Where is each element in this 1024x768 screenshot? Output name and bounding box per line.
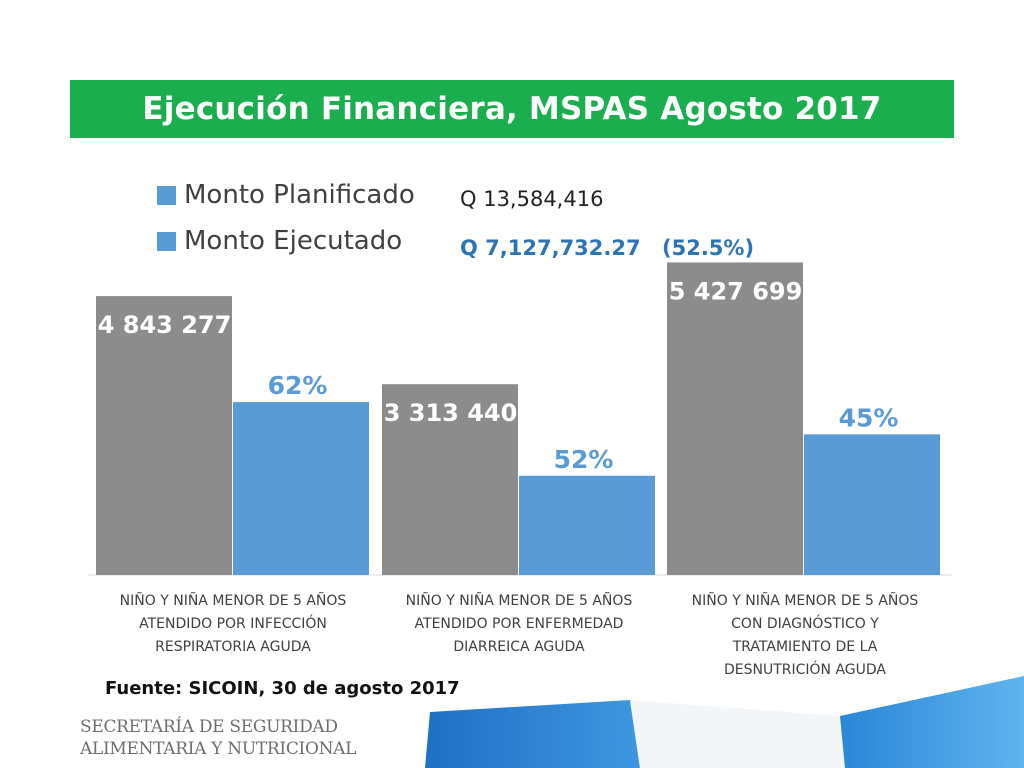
value-label-planned-3: 5 427 699: [669, 277, 803, 305]
bar-executed-1: [233, 402, 369, 575]
page-title: Ejecución Financiera, MSPAS Agosto 2017: [142, 91, 882, 127]
x-axis-label-line: RESPIRATORIA AGUDA: [155, 639, 311, 655]
legend-item-executed: Monto Ejecutado: [157, 226, 402, 256]
x-axis-label-line: ATENDIDO POR ENFERMEDAD: [414, 616, 624, 632]
x-axis-label-2: NIÑO Y NIÑA MENOR DE 5 AÑOS ATENDIDO POR …: [384, 590, 654, 659]
executed-amount: Q 7,127,732.27: [460, 236, 641, 260]
planned-amount: Q 13,584,416: [460, 187, 604, 211]
x-axis-label-line: NIÑO Y NIÑA MENOR DE 5 AÑOS: [691, 593, 919, 609]
institution-logo: SECRETARÍA DE SEGURIDAD ALIMENTARIA Y NU…: [80, 716, 356, 760]
x-axis-label-line: TRATAMIENTO DE LA: [732, 639, 878, 655]
executed-percentage: (52.5%): [662, 236, 755, 260]
x-axis-label-line: NIÑO Y NIÑA MENOR DE 5 AÑOS: [119, 593, 347, 609]
value-label-executed-3: 45%: [839, 403, 899, 432]
bar-executed-3: [804, 434, 940, 575]
legend-item-planned: Monto Planificado: [157, 180, 415, 210]
logo-line-1: SECRETARÍA DE SEGURIDAD: [80, 717, 338, 737]
value-label-planned-1: 4 843 277: [98, 311, 232, 339]
x-axis-label-1: NIÑO Y NIÑA MENOR DE 5 AÑOS ATENDIDO POR …: [98, 590, 368, 659]
x-axis-label-line: CON DIAGNÓSTICO Y: [731, 616, 879, 632]
x-axis-label-line: ATENDIDO POR INFECCIÓN: [139, 616, 327, 632]
source-note: Fuente: SICOIN, 30 de agosto 2017: [105, 678, 460, 699]
legend-swatch-executed: [157, 231, 176, 251]
banner-right-blue: [840, 676, 1024, 768]
x-axis-label-line: DESNUTRICIÓN AGUDA: [723, 662, 887, 678]
x-axis-label-3: NIÑO Y NIÑA MENOR DE 5 AÑOS CON DIAGNÓSTI…: [670, 590, 940, 682]
x-axis-label-line: NIÑO Y NIÑA MENOR DE 5 AÑOS: [405, 593, 633, 609]
logo-line-2: ALIMENTARIA Y NUTRICIONAL: [80, 739, 357, 759]
legend-swatch-planned: [157, 185, 176, 205]
legend-label-executed: Monto Ejecutado: [184, 226, 403, 256]
bar-planned-1: [96, 296, 232, 575]
banner-left-blue: [425, 700, 640, 768]
bar-planned-3: [667, 262, 803, 575]
bar-executed-2: [519, 475, 655, 575]
title-banner: Ejecución Financiera, MSPAS Agosto 2017: [70, 80, 954, 138]
x-axis-label-line: DIARREICA AGUDA: [453, 639, 585, 655]
value-label-executed-2: 52%: [554, 445, 614, 474]
legend-label-planned: Monto Planificado: [184, 180, 415, 210]
banner-center-white: [630, 700, 845, 768]
value-label-planned-2: 3 313 440: [384, 399, 518, 427]
bar-planned-2: [382, 384, 518, 575]
value-label-executed-1: 62%: [268, 371, 328, 400]
